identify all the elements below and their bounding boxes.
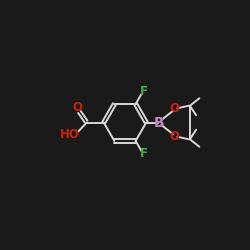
Text: HO: HO — [60, 128, 80, 141]
Text: O: O — [73, 101, 83, 114]
Text: O: O — [170, 130, 179, 143]
Text: O: O — [170, 102, 179, 115]
Text: B: B — [154, 116, 165, 130]
Text: F: F — [140, 147, 148, 160]
Text: F: F — [140, 85, 148, 98]
